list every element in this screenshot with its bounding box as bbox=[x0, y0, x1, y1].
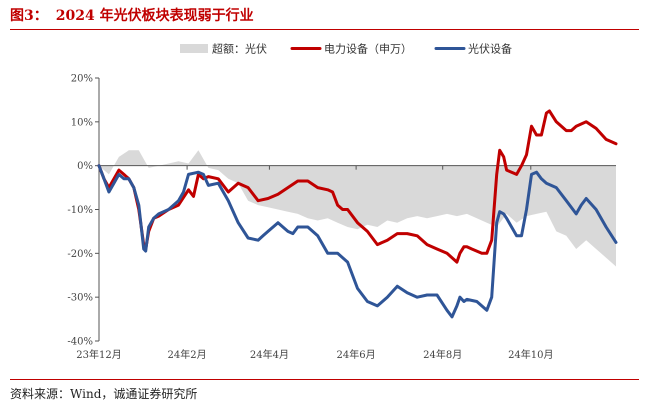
top-rule bbox=[10, 29, 639, 30]
y-tick-label: 10% bbox=[71, 117, 93, 128]
x-tick-label: 24年4月 bbox=[250, 348, 289, 361]
source-note: 资料来源：Wind，诚通证券研究所 bbox=[10, 387, 198, 401]
legend-label-excess-pv: 超额：光伏 bbox=[212, 42, 267, 56]
x-tick-label: 24年10月 bbox=[508, 348, 553, 361]
y-tick-label: -20% bbox=[67, 249, 93, 260]
figure-number: 图3： bbox=[10, 8, 48, 24]
axes: 20% 10% 0% -10% -20% -30% -40%23年12月 24年2月 24年4月… bbox=[67, 74, 616, 361]
x-tick-label: 24年6月 bbox=[337, 348, 376, 361]
legend-label-power-equipment: 电力设备（申万） bbox=[324, 42, 412, 56]
x-tick-label: 24年2月 bbox=[168, 348, 207, 361]
legend-label-pv-equipment: 光伏设备 bbox=[468, 42, 512, 56]
legend-swatch-excess-pv bbox=[180, 44, 208, 53]
y-tick-label: -30% bbox=[67, 293, 93, 304]
x-tick-label: 24年8月 bbox=[423, 348, 462, 361]
legend: 超额：光伏 电力设备（申万） 光伏设备 bbox=[180, 42, 512, 56]
area-layer bbox=[99, 150, 616, 267]
y-tick-label: 0% bbox=[77, 161, 93, 172]
figure-title-text: 2024 年光伏板块表现弱于行业 bbox=[55, 8, 254, 24]
series-line-pv-equipment bbox=[97, 164, 618, 319]
y-tick-label: -10% bbox=[67, 205, 93, 216]
figure-title: 图3： 2024 年光伏板块表现弱于行业 bbox=[10, 5, 254, 25]
area-excess-pv bbox=[99, 150, 616, 267]
y-tick-label: 20% bbox=[71, 74, 93, 85]
x-tick-label: 23年12月 bbox=[76, 348, 121, 361]
bottom-rule bbox=[10, 379, 639, 380]
y-tick-label: -40% bbox=[67, 337, 93, 348]
lines-layer bbox=[97, 109, 618, 319]
